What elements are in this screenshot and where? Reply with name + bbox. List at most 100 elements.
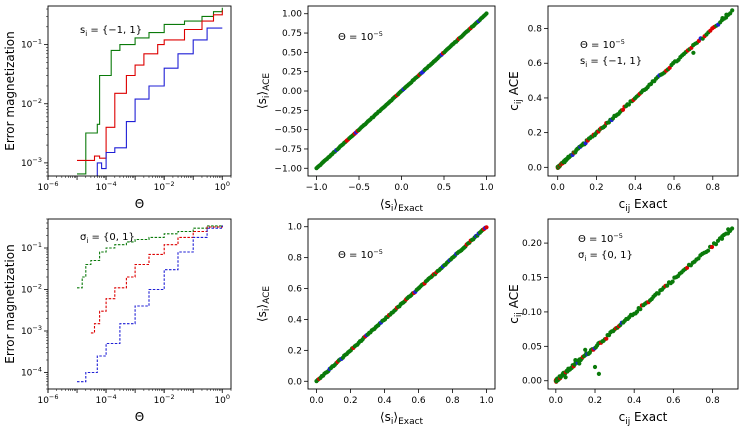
axes-frame xyxy=(547,5,739,177)
text-span: ij xyxy=(625,204,630,214)
text-span: 10 xyxy=(154,396,166,406)
y-tick-label: 0.2 xyxy=(288,346,302,356)
text-span: 0.2 xyxy=(288,346,302,356)
data-point xyxy=(706,248,711,253)
text-span: 0.4 xyxy=(528,94,543,104)
x-tick-label: 0.4 xyxy=(627,396,642,406)
text-span: 0.4 xyxy=(288,315,303,325)
text-span: 0.0 xyxy=(549,396,564,406)
text-span: 10 xyxy=(21,368,33,378)
x-tick-label: 0.8 xyxy=(445,396,460,406)
y-tick-label: 0.0 xyxy=(528,163,543,173)
annotation: si = {−1, 1} xyxy=(80,25,142,38)
text-span: ij xyxy=(514,312,524,317)
series-blue-line xyxy=(96,27,223,176)
text-span: Exact xyxy=(398,417,423,427)
x-tick-label: 0.4 xyxy=(377,396,392,406)
text-span: 0.2 xyxy=(589,183,603,193)
x-tick-label: 10−4 xyxy=(96,393,117,406)
text-span: 0.0 xyxy=(288,377,303,387)
text-span: 10 xyxy=(21,285,33,295)
x-tick-label: 0.2 xyxy=(589,183,603,193)
x-tick-label: 10−6 xyxy=(37,180,58,193)
x-axis-label: cij Exact xyxy=(619,197,668,214)
text-span: Error magnetization xyxy=(3,244,17,363)
text-span: −1.0 xyxy=(306,183,328,193)
y-tick-label: −0.75 xyxy=(274,145,302,155)
axes-frame xyxy=(47,218,232,390)
data-point xyxy=(728,11,733,16)
series-red-line xyxy=(77,10,223,161)
plot-area xyxy=(555,8,735,170)
x-tick-label: 0.2 xyxy=(343,396,357,406)
text-span: 0.2 xyxy=(528,129,542,139)
text-span: 0.4 xyxy=(377,396,392,406)
text-span: c xyxy=(507,104,521,111)
text-span: −4 xyxy=(32,365,42,373)
text-span: ⟨s xyxy=(255,98,269,109)
x-tick-label: 0.4 xyxy=(628,183,643,193)
text-span: −2 xyxy=(165,180,175,188)
data-point xyxy=(670,279,675,284)
text-span: 10 xyxy=(37,183,49,193)
annotation: σi = {0, 1} xyxy=(578,250,633,263)
text-span: 0.00 xyxy=(522,377,542,387)
text-span: 10 xyxy=(21,41,33,51)
text-span: i xyxy=(391,204,394,214)
text-span: −1 xyxy=(32,241,42,249)
x-tick-label: 10−4 xyxy=(96,180,117,193)
y-axis-label: Error magnetization xyxy=(3,31,17,150)
data-point xyxy=(730,226,735,231)
text-span: −3 xyxy=(32,324,42,332)
text-span: 0.8 xyxy=(445,396,460,406)
plot-area xyxy=(77,225,223,383)
data-point xyxy=(638,307,643,312)
text-span: 0.6 xyxy=(528,59,543,69)
y-tick-label: −1.00 xyxy=(274,164,302,174)
text-span: −3 xyxy=(32,156,42,164)
x-tick-label: 0.0 xyxy=(394,183,409,193)
y-tick-label: 0.8 xyxy=(288,254,303,264)
text-span: 0.8 xyxy=(706,183,721,193)
text-span: 0.0 xyxy=(309,396,324,406)
text-span: Exact xyxy=(398,204,423,214)
text-span: −0.50 xyxy=(274,126,302,136)
x-tick-label: 0.6 xyxy=(666,396,681,406)
y-tick-label: 0.0 xyxy=(288,377,303,387)
text-span: Exact xyxy=(630,197,667,211)
text-span: s xyxy=(580,56,585,67)
text-span: ACE xyxy=(507,284,521,312)
text-span: = {−1, 1} xyxy=(87,25,142,36)
y-tick-label: 0.00 xyxy=(282,87,302,97)
annotation: Θ = 10−5 xyxy=(580,38,625,51)
text-span: 0.25 xyxy=(282,68,302,78)
text-span: 0.4 xyxy=(627,396,642,406)
text-span: 0.6 xyxy=(288,285,303,295)
data-point xyxy=(577,361,582,366)
data-point xyxy=(720,234,725,239)
text-span: ⟨s xyxy=(380,197,391,211)
text-span: −0.75 xyxy=(274,145,302,155)
text-span: 0.05 xyxy=(522,342,542,352)
y-tick-label: 1.0 xyxy=(288,223,303,233)
text-span: ⟩ xyxy=(255,304,269,309)
text-span: Θ = 10 xyxy=(580,40,615,51)
panel-bottom-middle: 0.0 0.2 0.4 0.6 0.8 1.00.00.20.40.60.81.0⟨si⟩… xyxy=(255,218,496,427)
text-span: −0.5 xyxy=(348,183,370,193)
y-tick-label: 0.00 xyxy=(522,377,542,387)
text-span: 0.6 xyxy=(666,396,681,406)
text-span: ⟨s xyxy=(380,410,391,424)
text-span: −1.00 xyxy=(274,164,302,174)
text-span: 0.8 xyxy=(528,25,543,35)
x-axis-label: cij Exact xyxy=(619,410,668,427)
x-tick-label: 0.0 xyxy=(549,396,564,406)
text-span: σ xyxy=(578,250,585,261)
y-tick-label: 10−4 xyxy=(21,365,42,378)
y-tick-label: −0.25 xyxy=(274,106,302,116)
text-span: 0 xyxy=(226,180,230,188)
text-span: −5 xyxy=(615,38,625,46)
x-axis-label: ⟨si⟩Exact xyxy=(380,197,424,214)
text-span: 0.6 xyxy=(667,183,682,193)
series-green-line xyxy=(77,7,223,175)
